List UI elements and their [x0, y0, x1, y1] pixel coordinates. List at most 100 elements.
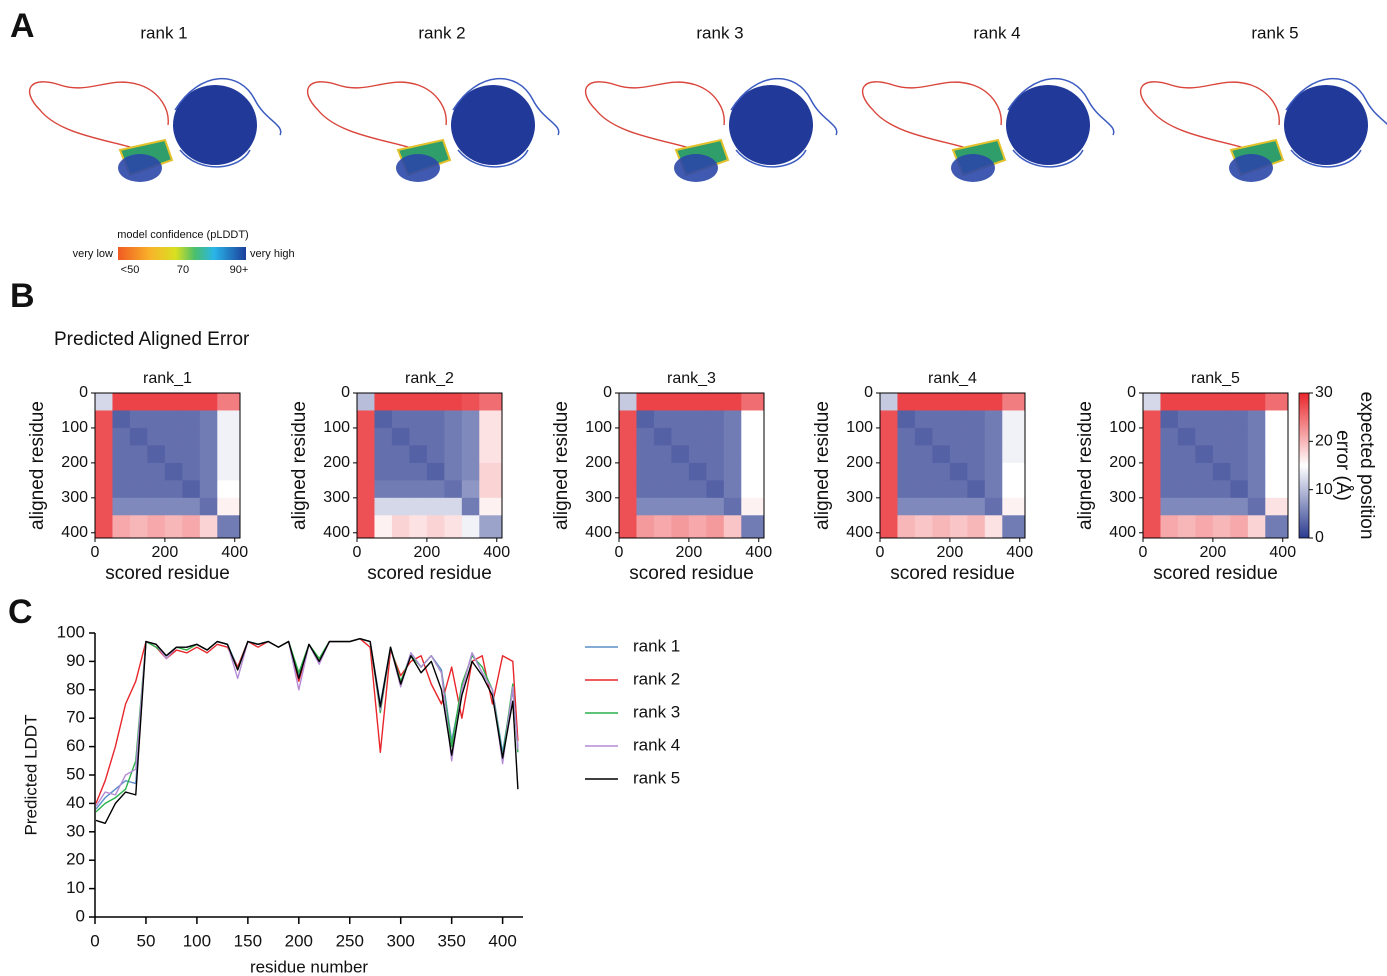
- x-tick-label: 400: [745, 544, 772, 561]
- heatmap-cell: [619, 463, 637, 481]
- heatmap-cell: [1195, 428, 1213, 446]
- heatmap-title: rank_4: [928, 370, 977, 387]
- heatmap-cell: [1213, 463, 1231, 481]
- heatmap-cell: [1248, 410, 1266, 428]
- heatmap-cell: [217, 410, 240, 428]
- heatmap-cell: [95, 445, 113, 463]
- heatmap-cell: [967, 480, 985, 498]
- heatmap-cell: [182, 498, 200, 516]
- heatmap-cell: [1178, 445, 1196, 463]
- heatmap-cell: [147, 515, 165, 538]
- y-tick-label: 300: [585, 489, 612, 506]
- heatmap-cell: [671, 445, 689, 463]
- heatmap-cell: [689, 428, 707, 446]
- heatmap-cell: [444, 463, 462, 481]
- structure-image: [586, 79, 837, 182]
- heatmap-cell: [217, 498, 240, 516]
- heatmap-cell: [706, 515, 724, 538]
- x-tick-label: 0: [876, 544, 885, 561]
- heatmap-cell: [619, 410, 637, 428]
- heatmap-cell: [444, 393, 462, 411]
- structure-title: rank 2: [418, 23, 465, 42]
- x-tick-label: 200: [285, 931, 313, 950]
- heatmap-cell: [636, 463, 654, 481]
- heatmap-cell: [1178, 428, 1196, 446]
- heatmap-cell: [427, 393, 445, 411]
- heatmap-cell: [200, 463, 218, 481]
- heatmap-cell: [724, 498, 742, 516]
- disordered-tail: [586, 82, 725, 150]
- heatmap-cell: [112, 428, 130, 446]
- heatmap-cell: [950, 480, 968, 498]
- heatmap-cell: [689, 463, 707, 481]
- heatmap-cell: [950, 498, 968, 516]
- heatmap-cell: [636, 445, 654, 463]
- heatmap-cell: [147, 410, 165, 428]
- y-tick-label: 0: [76, 906, 85, 925]
- heatmap-cell: [689, 515, 707, 538]
- y-tick-label: 80: [66, 679, 85, 698]
- heatmap-cell: [985, 463, 1003, 481]
- y-tick-label: 400: [323, 524, 350, 541]
- x-tick-label: 300: [387, 931, 415, 950]
- heatmap-cell: [444, 480, 462, 498]
- heatmap-cell: [374, 498, 392, 516]
- y-tick-label: 90: [66, 651, 85, 670]
- y-tick-label: 300: [61, 489, 88, 506]
- series-line: [96, 639, 518, 812]
- heatmap-cell: [392, 480, 410, 498]
- heatmap-cell: [1230, 393, 1248, 411]
- heatmap-cell: [741, 445, 764, 463]
- heatmap-cell: [724, 463, 742, 481]
- heatmap-cell: [1002, 480, 1025, 498]
- heatmap-cell: [374, 393, 392, 411]
- heatmap-cell: [967, 498, 985, 516]
- domain-small: [674, 154, 718, 182]
- heatmap-cell: [409, 428, 427, 446]
- heatmap-cell: [689, 445, 707, 463]
- y-tick-label: 0: [864, 384, 873, 401]
- heatmap-cell: [217, 445, 240, 463]
- y-tick-label: 200: [323, 454, 350, 471]
- heatmap-cell: [217, 480, 240, 498]
- colorbar-tick-label: 0: [1315, 529, 1324, 546]
- plddt-colorbar: [118, 247, 246, 260]
- heatmap-cell: [357, 515, 375, 538]
- heatmap-cell: [427, 445, 445, 463]
- heatmap-cell: [706, 498, 724, 516]
- heatmap-cell: [689, 498, 707, 516]
- y-axis-label: aligned residue: [289, 401, 310, 530]
- heatmap-cell: [357, 445, 375, 463]
- heatmap-cell: [462, 445, 480, 463]
- heatmap-cell: [741, 480, 764, 498]
- heatmap-cell: [636, 480, 654, 498]
- series-line: [96, 639, 518, 809]
- heatmap-cell: [1248, 515, 1266, 538]
- x-axis-label: scored residue: [890, 563, 1015, 584]
- heatmap-cell: [1160, 428, 1178, 446]
- heatmap-cell: [1195, 393, 1213, 411]
- heatmap-cell: [1160, 445, 1178, 463]
- structure-image: [308, 79, 559, 182]
- heatmap-cell: [1195, 515, 1213, 538]
- heatmap-cell: [357, 463, 375, 481]
- heatmap-cell: [636, 515, 654, 538]
- heatmap-cell: [897, 428, 915, 446]
- x-tick-label: 200: [676, 544, 703, 561]
- heatmap-cell: [462, 463, 480, 481]
- disordered-tail: [863, 82, 1002, 150]
- heatmap-cell: [1002, 410, 1025, 428]
- legend-label: rank 5: [633, 768, 680, 787]
- heatmap-cell: [1230, 480, 1248, 498]
- heatmap-cell: [1195, 480, 1213, 498]
- heatmap-cell: [689, 480, 707, 498]
- heatmap-cell: [392, 445, 410, 463]
- heatmap-cell: [897, 515, 915, 538]
- y-tick-label: 70: [66, 708, 85, 727]
- heatmap-cell: [1160, 463, 1178, 481]
- heatmap-cell: [165, 445, 183, 463]
- heatmap-cell: [130, 515, 148, 538]
- heatmap-cell: [392, 463, 410, 481]
- heatmap-cell: [1265, 410, 1288, 428]
- heatmap-cell: [165, 515, 183, 538]
